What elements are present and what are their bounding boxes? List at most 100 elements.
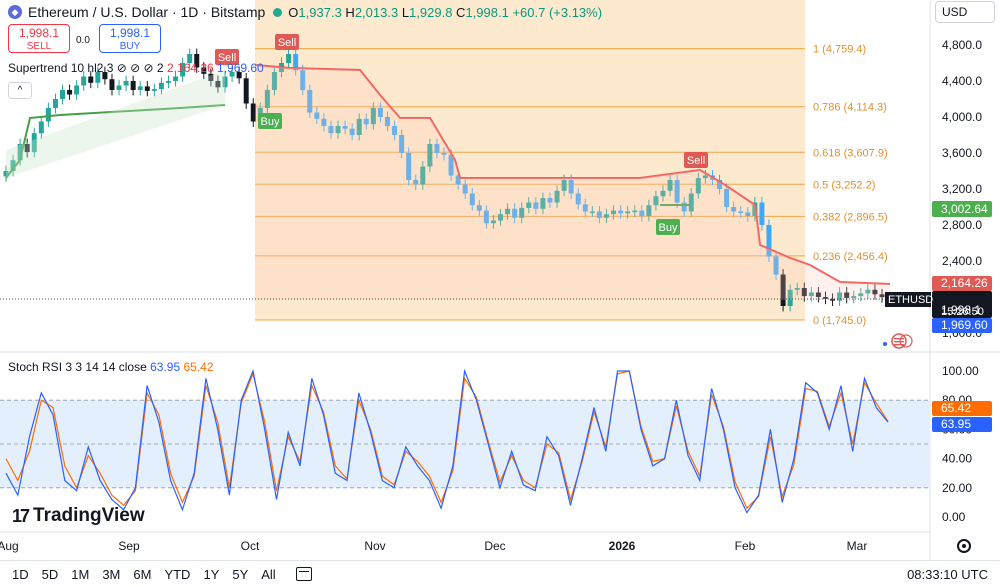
- stoch-tick: 40.00: [942, 452, 972, 466]
- candle-body: [123, 81, 129, 86]
- market-status-icon: [273, 7, 283, 17]
- stoch-tick: 20.00: [942, 481, 972, 495]
- settings-gear-icon[interactable]: [957, 539, 971, 553]
- candle-body: [469, 193, 475, 206]
- candle-body: [370, 108, 376, 125]
- calendar-icon[interactable]: [295, 567, 312, 581]
- supertrend-value-tag-text: 1,969.60: [941, 318, 988, 332]
- candle-body: [17, 144, 23, 161]
- signal-label: Buy: [659, 222, 678, 234]
- stoch-d-tag-text: 65.42: [941, 401, 971, 415]
- timeframe-1y[interactable]: 1Y: [203, 566, 220, 582]
- candle-body: [667, 180, 673, 191]
- timeframe-ytd[interactable]: YTD: [164, 566, 191, 582]
- candle-body: [335, 126, 341, 134]
- symbol-header[interactable]: ◆ Ethereum / U.S. Dollar · 1D · Bitstamp…: [8, 3, 602, 21]
- candle-body: [300, 70, 306, 90]
- timeframe-5y[interactable]: 5Y: [232, 566, 249, 582]
- candle-body: [52, 99, 58, 108]
- candle-body: [759, 202, 765, 225]
- candle-body: [540, 198, 546, 209]
- candle-body: [173, 76, 179, 81]
- candle-body: [165, 81, 171, 83]
- candle-body: [448, 154, 454, 176]
- candle-body: [773, 256, 779, 275]
- candle-body: [271, 72, 277, 90]
- price-tick: 2,400.0: [942, 254, 982, 268]
- timeframe-5d[interactable]: 5D: [41, 566, 59, 582]
- candle-body: [45, 108, 51, 122]
- candle-body: [808, 292, 814, 297]
- candle-body: [837, 292, 843, 301]
- sell-button[interactable]: 1,998.1 SELL: [8, 24, 70, 53]
- signal-label: Buy: [261, 116, 280, 128]
- candle-body: [116, 85, 122, 90]
- candle-body: [766, 225, 772, 257]
- stoch-tick: 100.00: [942, 364, 979, 378]
- candle-body: [858, 293, 864, 297]
- candle-body: [526, 202, 532, 208]
- flag-icon[interactable]: [879, 333, 913, 349]
- candle-body: [717, 180, 723, 189]
- symbol-title[interactable]: Ethereum / U.S. Dollar · 1D · Bitstamp: [28, 4, 266, 20]
- ohlc-readout: O1,937.3 H2,013.3 L1,929.8 C1,998.1 +60.…: [288, 4, 603, 20]
- buy-button[interactable]: 1,998.1 BUY: [99, 24, 161, 53]
- candle-body: [561, 180, 567, 191]
- timeframe-3m[interactable]: 3M: [102, 566, 121, 582]
- ethereum-icon: ◆: [8, 5, 22, 19]
- collapse-legend-button[interactable]: ^: [8, 82, 32, 99]
- price-tick: 4,400.0: [942, 74, 982, 88]
- candle-body: [851, 296, 857, 298]
- signal-label: Sell: [687, 155, 705, 167]
- clock-utc[interactable]: 08:33:10 UTC: [907, 567, 988, 582]
- candle-body: [328, 126, 334, 134]
- sell-signal-badge: [684, 152, 708, 168]
- tradingview-watermark: 17 TradingView: [12, 505, 145, 526]
- candle-body: [611, 210, 617, 215]
- stoch-k-tag: [932, 417, 992, 432]
- time-tick: Nov: [364, 539, 385, 553]
- timeframe-1m[interactable]: 1M: [71, 566, 90, 582]
- timeframe-1d[interactable]: 1D: [12, 566, 29, 582]
- candle-body: [243, 78, 249, 104]
- candle-body: [738, 211, 744, 213]
- candle-body: [406, 153, 412, 180]
- sell-signal-badge: [275, 34, 299, 50]
- stoch-rsi-legend[interactable]: Stoch RSI 3 3 14 14 close 63.95 65.42: [8, 360, 214, 374]
- candle-body: [201, 67, 207, 74]
- candle-body: [695, 178, 701, 194]
- candle-body: [74, 85, 80, 95]
- candle-body: [236, 72, 242, 79]
- buy-signal-badge: [656, 219, 680, 235]
- timeframe-6m[interactable]: 6M: [133, 566, 152, 582]
- candle-body: [314, 112, 320, 119]
- time-tick: Sep: [118, 539, 140, 553]
- supertrend-legend[interactable]: Supertrend 10 hl2 3 ⊘ ⊘ ⊘ 2 2,164.26 1,9…: [8, 61, 264, 75]
- time-tick: 2026: [609, 539, 636, 553]
- candle-body: [95, 72, 101, 83]
- buy-signal-badge: [258, 113, 282, 129]
- price-tick: 4,800.0: [942, 38, 982, 52]
- candle-body: [67, 90, 73, 95]
- stoch-k-tag-text: 63.95: [941, 417, 971, 431]
- candle-body: [879, 294, 885, 298]
- current-price-tag: [932, 291, 992, 318]
- candle-body: [356, 118, 362, 135]
- time-tick: Oct: [241, 539, 260, 553]
- candle-body: [512, 208, 518, 218]
- candle-body: [660, 190, 666, 197]
- candle-body: [151, 89, 157, 91]
- currency-select[interactable]: USD: [935, 1, 995, 23]
- candle-body: [349, 128, 355, 135]
- fib-level-label: 1 (4,759.4): [813, 44, 866, 56]
- candle-body: [646, 205, 652, 216]
- candle-body: [702, 175, 708, 179]
- candle-body: [731, 207, 737, 212]
- supertrend-up-tag: [932, 201, 992, 217]
- candle-body: [498, 214, 504, 221]
- price-tick: 3,600.0: [942, 146, 982, 160]
- candle-body: [293, 54, 299, 71]
- timeframe-all[interactable]: All: [261, 566, 276, 582]
- candle-body: [10, 160, 16, 171]
